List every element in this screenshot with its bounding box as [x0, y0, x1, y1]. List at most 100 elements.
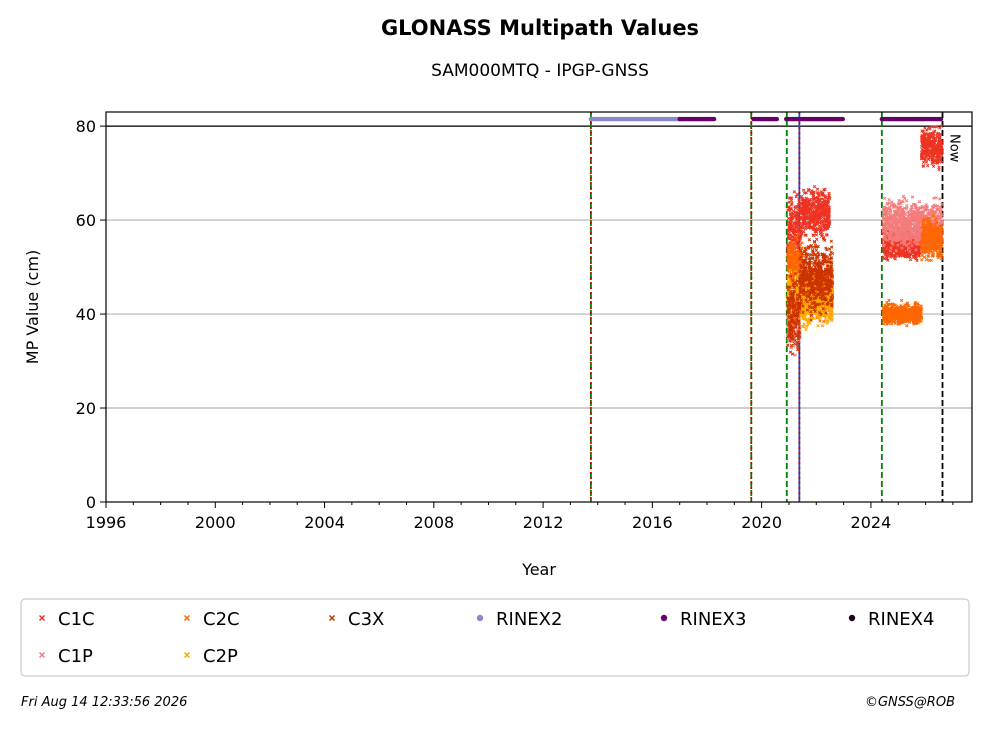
- mp-point: [906, 254, 911, 259]
- mp-point: [788, 212, 793, 216]
- mp-point: [903, 196, 907, 201]
- mp-point: [904, 319, 908, 323]
- mp-point: [921, 164, 926, 168]
- mp-point: [811, 210, 815, 214]
- mp-point: [924, 153, 928, 158]
- mp-point: [921, 222, 925, 226]
- mp-point: [891, 221, 895, 226]
- mp-point: [893, 253, 898, 257]
- mp-point: [897, 308, 901, 312]
- mp-point: [927, 251, 931, 255]
- mp-point: [905, 301, 910, 305]
- mp-point: [917, 234, 921, 239]
- mp-point: [921, 149, 925, 153]
- mp-point: [816, 196, 820, 200]
- mp-point: [922, 255, 927, 259]
- mp-point: [924, 203, 928, 207]
- mp-point: [795, 221, 799, 225]
- mp-point: [888, 215, 892, 219]
- mp-point: [802, 215, 806, 219]
- mp-point: [883, 233, 887, 237]
- mp-point: [896, 202, 901, 206]
- mp-point: [940, 213, 944, 217]
- mp-point: [940, 141, 944, 146]
- mp-point: [912, 213, 916, 217]
- mp-point: [813, 205, 817, 209]
- mp-point: [918, 312, 923, 316]
- mp-point: [905, 232, 910, 236]
- mp-point: [915, 211, 919, 215]
- mp-point: [888, 237, 892, 241]
- mp-point: [788, 206, 792, 211]
- mp-point: [786, 253, 790, 257]
- mp-point: [813, 210, 818, 214]
- chart-title: GLONASS Multipath Values: [380, 16, 700, 40]
- mp-point: [898, 243, 903, 247]
- mp-point: [920, 129, 924, 133]
- mp-point: [901, 194, 906, 198]
- mp-point: [884, 236, 888, 241]
- mp-point: [885, 322, 889, 326]
- mp-point: [788, 244, 792, 249]
- mp-point: [926, 163, 930, 168]
- mp-point: [895, 235, 899, 240]
- mp-point: [824, 195, 828, 199]
- mp-point: [802, 219, 806, 223]
- scatter-points: [588, 116, 944, 357]
- mp-point: [789, 198, 794, 203]
- mp-point: [893, 209, 897, 214]
- mp-point: [927, 149, 931, 153]
- mp-point: [905, 304, 910, 308]
- mp-point: [931, 139, 935, 143]
- mp-point: [913, 254, 917, 258]
- mp-point: [908, 241, 912, 245]
- mp-point: [897, 317, 901, 321]
- mp-point: [916, 223, 920, 227]
- mp-point: [793, 353, 797, 357]
- mp-point: [796, 232, 801, 236]
- mp-point: [915, 258, 919, 262]
- mp-point: [882, 196, 887, 201]
- mp-point: [821, 211, 825, 215]
- mp-point: [788, 236, 792, 241]
- mp-point: [889, 313, 893, 317]
- mp-point: [894, 248, 898, 253]
- mp-point: [824, 220, 828, 224]
- mp-point: [924, 149, 929, 153]
- mp-point: [918, 307, 923, 311]
- mp-point: [938, 157, 943, 162]
- mp-point: [810, 197, 815, 202]
- mp-point: [819, 230, 824, 234]
- mp-point: [798, 221, 802, 225]
- mp-point: [915, 318, 919, 322]
- mp-point: [924, 257, 929, 262]
- mp-point: [826, 199, 831, 203]
- mp-point: [921, 210, 925, 214]
- mp-point: [827, 205, 831, 210]
- mp-point: [812, 213, 816, 218]
- mp-point: [819, 190, 823, 194]
- mp-point: [799, 194, 804, 199]
- mp-point: [886, 258, 890, 263]
- mp-point: [817, 208, 821, 212]
- mp-point: [799, 246, 804, 251]
- mp-point: [792, 341, 797, 346]
- mp-point: [915, 215, 919, 219]
- mp-point: [918, 217, 922, 221]
- mp-point: [920, 213, 924, 218]
- mp-point: [927, 246, 932, 250]
- mp-point: [786, 258, 791, 262]
- mp-point: [790, 201, 794, 206]
- mp-point: [907, 313, 912, 317]
- mp-point: [911, 211, 915, 215]
- mp-point: [910, 231, 914, 236]
- mp-point: [823, 217, 827, 221]
- mp-point: [821, 191, 825, 195]
- mp-point: [900, 312, 905, 316]
- mp-point: [930, 161, 934, 166]
- mp-point: [894, 308, 898, 312]
- mp-point: [884, 208, 888, 212]
- mp-point: [816, 324, 820, 328]
- mp-point: [825, 233, 829, 237]
- mp-point: [881, 244, 886, 248]
